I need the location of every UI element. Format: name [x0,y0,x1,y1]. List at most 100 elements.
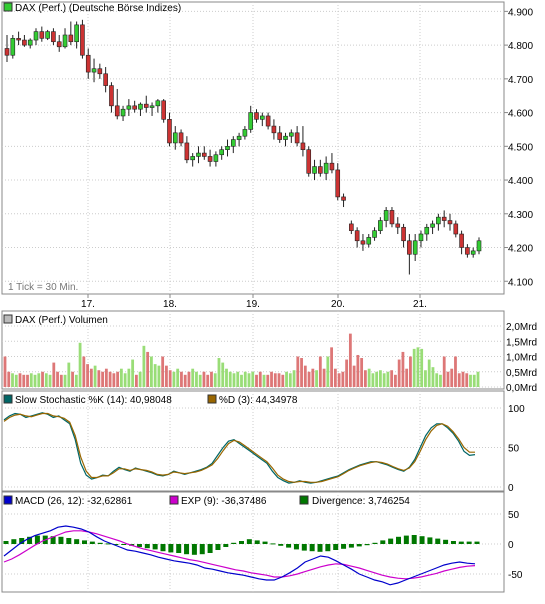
exp-legend: EXP (9): -36,37486 [181,496,267,507]
price-legend-swatch [3,2,13,12]
stochastic-tick-label: 100 [508,404,525,415]
axis-tick-labels: 4.900 4.800 4.700 4.600 4.500 4.400 4.300 4.200… [81,7,537,581]
candle-body [132,105,137,110]
candle-body [39,31,45,39]
volume-bar [119,368,123,387]
candle-body [470,250,476,255]
divergence-bar [27,536,33,544]
candle-body [45,31,50,39]
candle-body [207,156,213,162]
volume-bar [161,356,165,387]
volume-bar [386,371,390,387]
candle-body [329,162,335,171]
candle-body [378,220,383,231]
volume-bar [352,365,356,387]
divergence-bar [380,540,386,544]
price-tick-label: 4.900 [508,7,533,18]
volume-bar [363,370,367,387]
macd-line [3,525,476,586]
volume-bar [127,368,131,387]
price-legend: DAX (Perf.) (Deutsche Börse Indizes) [15,3,181,14]
candle-body [161,100,166,120]
candle-body [323,162,329,174]
volume-bar [371,373,375,387]
stochastic-k-line [3,412,476,484]
price-tick-label: 4.500 [508,142,533,153]
price-candles [4,19,482,275]
candle-body [453,223,459,235]
divergence-bar [121,544,127,545]
volume-bar [153,364,157,387]
volume-bar [273,373,277,387]
volume-bar [67,362,71,387]
volume-bar [281,374,285,387]
candle-body [230,139,236,147]
volume-legend-swatch [3,314,13,324]
volume-bar [247,373,251,387]
volume-bar [390,370,394,387]
volume-tick-label: 1,5Mrd [506,337,537,348]
candle-body [372,230,377,238]
volume-bar [450,368,454,387]
volume-bar [134,374,138,387]
divergence-bar [388,538,394,544]
volume-bar [409,356,412,387]
volume-bar [240,374,243,387]
candle-body [138,103,143,110]
candle-body [271,125,277,134]
price-tick-label: 4.100 [508,277,533,288]
volume-bar [44,373,48,387]
candle-body [318,166,323,174]
divergence-bar [66,538,72,544]
candle-body [225,146,230,150]
candle-body [219,149,224,156]
divergence-bar [58,536,64,544]
divergence-bar [286,544,292,548]
divergence-bar [419,536,425,544]
volume-bar [48,374,52,387]
candle-body [430,223,435,228]
macd-lines [3,525,480,586]
volume-bar [465,373,469,387]
exp-line [3,530,476,580]
volume-bar [187,371,191,387]
volume-bar [262,374,266,387]
candle-body [62,34,68,48]
volume-bar [165,365,168,387]
divergence-bar [262,541,268,544]
x-tick-label: 17. [81,299,95,310]
candle-body [120,108,126,117]
divergence-bar [34,535,40,544]
volume-bar [176,368,180,387]
divergence-bar [168,544,174,553]
volume-bar [266,374,270,387]
volume-bar [52,362,56,387]
divergence-bar [11,539,17,544]
candle-body [354,230,360,242]
volume-bar [59,374,63,387]
x-tick-label: 21. [413,299,427,310]
volume-bar [104,368,108,387]
divergence-bar [160,544,166,552]
volume-bar [360,358,364,387]
volume-bar [341,371,345,387]
volume-bar [217,358,221,387]
divergence-bar [317,544,323,552]
candle-body [395,223,401,228]
volume-bar [108,371,112,387]
divergence-bar [239,541,244,544]
volume-bar [22,374,26,387]
divergence-bar [254,540,260,544]
candle-body [436,216,441,225]
divergence-bar [270,543,276,545]
candle-body [91,68,97,73]
candle-body [335,169,341,198]
price-tick-label: 4.800 [508,41,533,52]
stoch-k-legend-swatch [3,394,13,404]
volume-bar [112,373,116,387]
volume-bar [232,373,236,387]
divergence-bar [474,541,480,544]
divergence-bar [199,544,205,555]
